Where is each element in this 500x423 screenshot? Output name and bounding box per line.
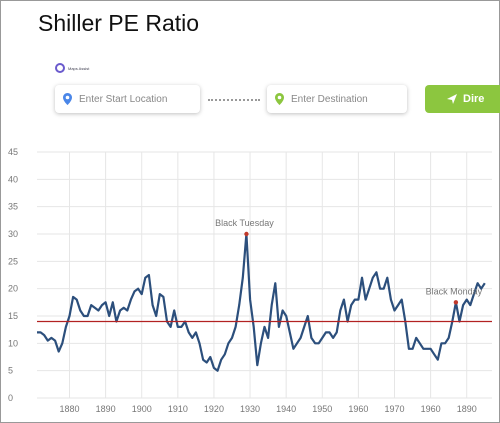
x-tick-label: 1890 [96,404,116,414]
start-input[interactable]: Enter Start Location [55,85,200,113]
y-tick-label: 40 [8,174,18,184]
ad-logo-text: Maps Assist [68,65,90,71]
destination-input[interactable]: Enter Destination [267,85,407,113]
x-tick-label: 1900 [132,404,152,414]
x-tick-label: 1960 [348,404,368,414]
annotation-label: Black Monday [426,286,483,296]
x-tick-label: 1940 [276,404,296,414]
y-tick-label: 5 [8,366,13,376]
y-tick-label: 10 [8,338,18,348]
y-tick-label: 15 [8,311,18,321]
x-tick-label: 1960 [421,404,441,414]
route-dots [208,99,260,101]
annotation-marker [244,231,249,237]
annotation-label: Black Tuesday [215,218,274,228]
ad-logo: Maps Assist [55,63,89,73]
start-placeholder: Enter Start Location [79,93,168,105]
x-tick-label: 1950 [312,404,332,414]
annotation-marker [453,300,459,305]
button-label: Dire [463,93,485,105]
x-tick-label: 1910 [168,404,188,414]
x-tick-label: 1930 [240,404,260,414]
page-title: Shiller PE Ratio [38,10,200,36]
y-tick-label: 35 [8,202,18,212]
directions-button[interactable]: Dire [425,85,500,113]
y-tick-label: 45 [8,147,18,157]
y-tick-label: 25 [8,256,18,266]
x-tick-label: 1970 [384,404,404,414]
y-tick-label: 30 [8,229,18,239]
y-tick-label: 0 [8,393,13,403]
y-tick-label: 20 [8,284,18,294]
ad-banner: Maps Assist Enter Start Location Enter D… [0,58,500,128]
chart: 0 5 10 15 20 25 30 35 40 45 1880 1890 1900 1910 1920 19… [8,147,492,414]
destination-placeholder: Enter Destination [291,93,368,105]
x-tick-label: 1880 [59,404,79,414]
line-series [37,232,486,372]
x-tick-label: 1890 [457,404,477,414]
x-tick-label: 1920 [204,404,224,414]
